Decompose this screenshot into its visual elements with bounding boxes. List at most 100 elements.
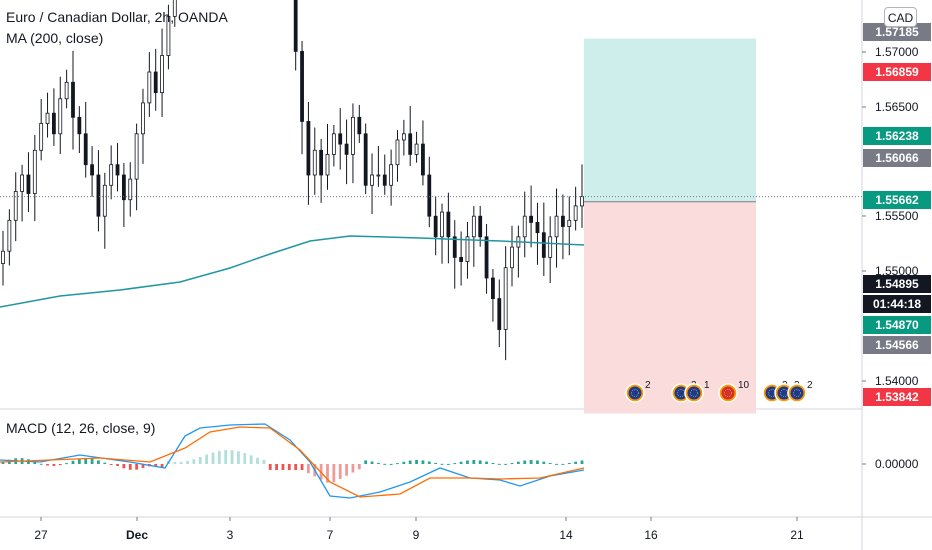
price-label-text: 1.56238 [875,129,919,143]
price-label-green: 1.55662 [863,191,931,209]
macd-histogram-bar [294,464,298,470]
macd-histogram-bar [504,463,508,465]
candle-body [7,219,12,252]
eu-event-icon[interactable]: 2 [787,380,813,403]
price-tick-label: 1.56500 [875,100,919,114]
price-label-text: 1.56859 [875,65,919,79]
candle-body [478,215,483,238]
price-label-text: 1.54870 [875,318,919,332]
macd-histogram-bar [383,463,387,465]
time-tick-label: 9 [413,528,420,542]
candle-body [32,149,37,194]
macd-histogram-bar [453,463,457,465]
candle-body [382,174,387,186]
macd-histogram-bar [122,464,126,469]
macd-histogram-bar [109,464,113,465]
candle-body [300,51,304,122]
macd-histogram-bar [211,452,215,464]
macd-histogram-bar [39,463,43,465]
macd-histogram-bar [287,464,291,470]
signal-line [0,426,585,498]
time-tick-label: 16 [644,528,658,542]
time-tick-label: 7 [327,528,334,542]
macd-histogram-bar [186,460,189,464]
macd-histogram-bar [77,458,81,464]
macd-histogram-bar [472,460,476,464]
candle-body [90,164,94,176]
candle-body [172,0,177,17]
candle-body [414,143,419,155]
candle-body [421,143,425,176]
price-label-red: 1.53842 [863,388,931,406]
moving-average-line [0,235,585,308]
candle-body [440,211,444,238]
macd-histogram-bar [402,461,406,464]
macd-histogram-bar [179,461,183,464]
macd-histogram [1,450,584,483]
price-label-text: 01:44:18 [873,297,921,311]
macd-histogram-bar [415,460,418,464]
candle-body [306,121,311,176]
candle-body [497,298,502,330]
price-label-grey: 1.54566 [863,336,931,354]
macd-histogram-bar [90,458,94,464]
eu-event-icon[interactable]: 1 [684,380,710,403]
candle-body [39,123,44,151]
candle-body [389,164,394,186]
symbol-title: Euro / Canadian Dollar, 2h, OANDA [6,9,228,25]
time-tick-label: Dec [126,528,148,542]
candle-body [338,133,343,145]
macd-histogram-bar [529,460,533,464]
candle-body [115,164,120,176]
macd-histogram-bar [326,464,329,483]
us-event-icon[interactable]: 10 [718,380,750,403]
candles-group [1,0,584,361]
macd-histogram-bar [71,460,75,464]
macd-histogram-bar [580,460,584,464]
candle-body [491,277,495,300]
candle-body [64,81,69,100]
candle-body [529,215,533,223]
macd-histogram-bar [281,464,285,470]
price-tick-label: 1.57000 [875,45,919,59]
macd-histogram-bar [364,460,368,464]
event-count: 2 [807,380,813,391]
macd-histogram-bar [135,464,139,470]
macd-histogram-bar [160,464,164,468]
macd-histogram-bar [396,463,399,465]
macd-histogram-bar [173,461,177,464]
candle-body [351,116,355,155]
candle-body [401,133,406,141]
candle-body [541,232,546,258]
macd-histogram-bar [128,464,132,470]
macd-histogram-bar [491,462,495,464]
candle-body [548,236,553,258]
candle-body [153,71,158,94]
macd-histogram-bar [46,464,49,466]
candle-body [344,143,349,155]
price-tick-label: 1.55500 [875,209,919,223]
price-label-text: 1.57185 [875,25,919,39]
macd-histogram-bar [376,462,380,464]
ma-indicator-label: MA (200, close) [6,30,104,46]
macd-histogram-bar [300,464,304,470]
price-label-text: 1.53842 [875,390,919,404]
candle-body [427,174,432,217]
candle-body [503,267,508,330]
macd-histogram-bar [516,461,520,464]
candle-body [160,55,164,94]
macd-histogram-bar [466,460,469,464]
price-label-text: 1.54566 [875,338,919,352]
candle-body [561,215,565,227]
macd-zero-label: 0.00000 [875,457,919,471]
currency-button[interactable]: CAD [884,7,917,27]
candle-body [147,71,152,104]
candle-body [71,81,75,118]
macd-histogram-bar [434,462,438,464]
candle-body [580,196,584,207]
candle-body [446,211,451,238]
eu-event-icon[interactable]: 2 [625,380,651,403]
candle-body [325,153,330,176]
candle-body [58,98,63,135]
